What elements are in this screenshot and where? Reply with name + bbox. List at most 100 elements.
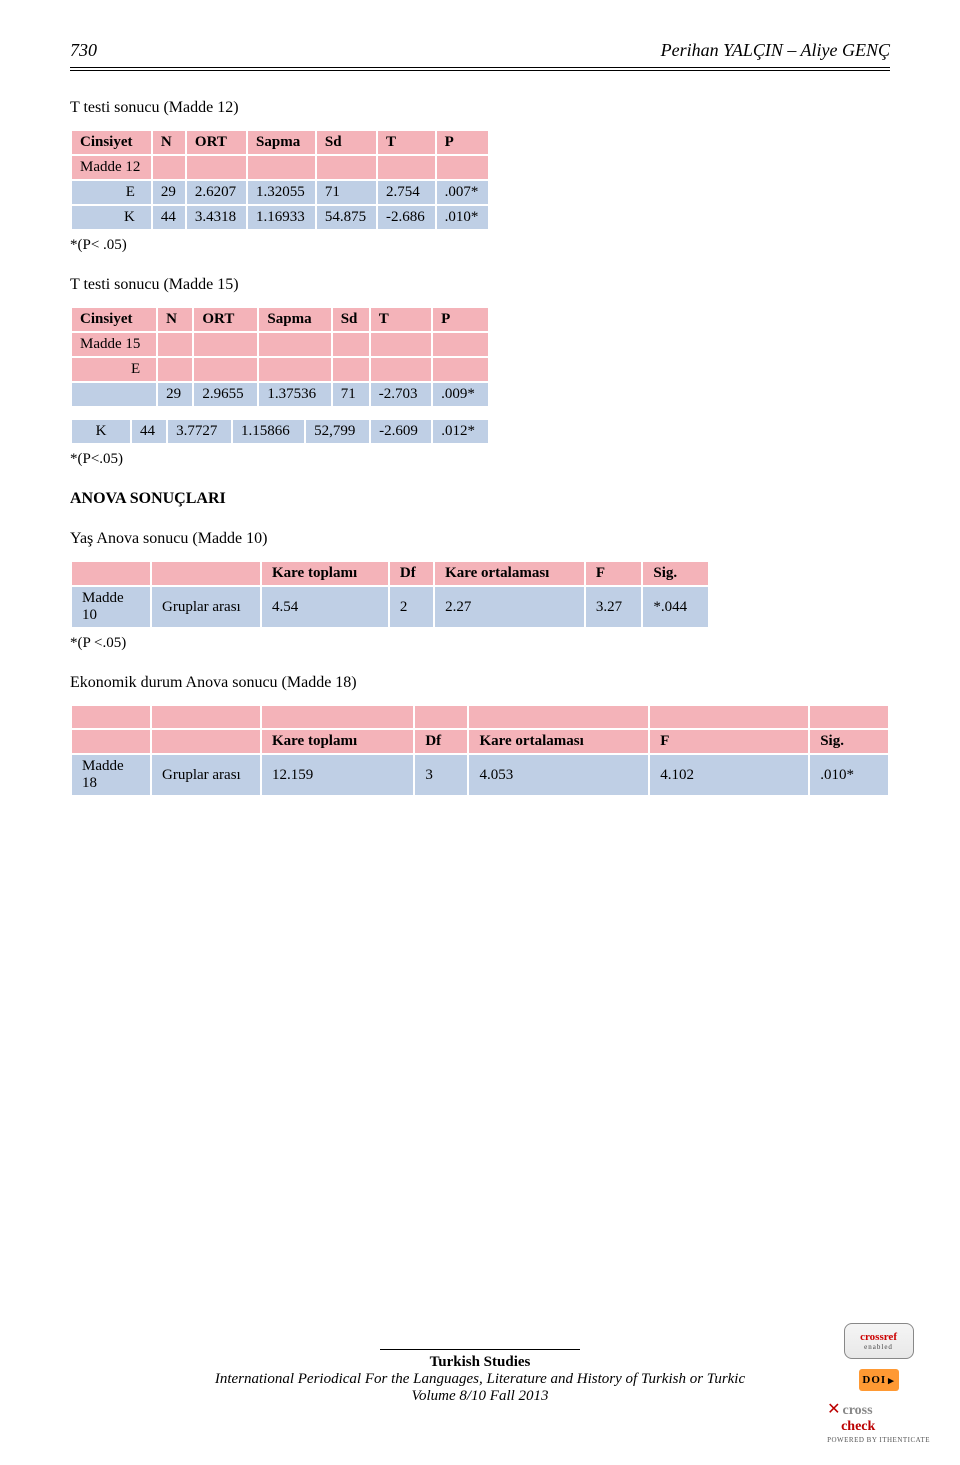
row-k: K 44 3.4318 1.16933 54.875 -2.686 .010*	[71, 205, 489, 230]
spacer-row	[71, 705, 889, 729]
cell: *.044	[642, 586, 709, 628]
row-e: E 29 2.6207 1.32055 71 2.754 .007*	[71, 180, 489, 205]
cell: 54.875	[316, 205, 377, 230]
data-row: Madde 18 Gruplar arası 12.159 3 4.053 4.…	[71, 754, 889, 796]
col-blank	[71, 729, 151, 754]
col-kare-toplami: Kare toplamı	[261, 729, 414, 754]
cell: 1.37536	[258, 382, 331, 407]
cell: 4.102	[649, 754, 809, 796]
col-sig: Sig.	[809, 729, 889, 754]
section1-title: T testi sonucu (Madde 12)	[70, 99, 890, 117]
cell-madde: Madde 18	[71, 754, 151, 796]
col-cinsiyet: Cinsiyet	[71, 307, 157, 332]
cell-madde: Madde 10	[71, 586, 151, 628]
crossref-text: cross	[860, 1331, 884, 1343]
col-df: Df	[414, 729, 468, 754]
cell: -2.686	[377, 205, 436, 230]
cell: 29	[152, 180, 186, 205]
crossref-enabled: enabled	[864, 1343, 893, 1351]
col-f: F	[649, 729, 809, 754]
cell: 12.159	[261, 754, 414, 796]
cell: 44	[152, 205, 186, 230]
cell: 44	[131, 419, 167, 444]
doi-badge: DOI ▸	[859, 1369, 899, 1391]
cell: .012*	[432, 419, 489, 444]
footer-divider	[380, 1349, 580, 1350]
cell: 3	[414, 754, 468, 796]
authors: Perihan YALÇIN – Aliye GENÇ	[661, 40, 890, 61]
cell-rowhead: Madde 12	[71, 155, 152, 180]
cell-rowhead: Madde 15	[71, 332, 157, 357]
cell: 1.15866	[232, 419, 305, 444]
col-blank	[151, 729, 261, 754]
footer-line1: International Periodical For the Languag…	[0, 1371, 960, 1388]
crossref-badge: crossref enabled	[844, 1323, 914, 1359]
table-madde15-k: K 44 3.7727 1.15866 52,799 -2.609 .012*	[70, 418, 490, 445]
col-kare-ort: Kare ortalaması	[468, 729, 649, 754]
cell: 4.053	[468, 754, 649, 796]
col-blank	[151, 561, 261, 586]
table-madde12: Cinsiyet N ORT Sapma Sd T P Madde 12 E 2…	[70, 129, 490, 231]
cell-k-label: K	[71, 419, 131, 444]
cell: 4.54	[261, 586, 389, 628]
col-df: Df	[389, 561, 434, 586]
col-f: F	[585, 561, 643, 586]
col-sd: Sd	[332, 307, 370, 332]
table-header-row: Cinsiyet N ORT Sapma Sd T P	[71, 307, 489, 332]
col-sd: Sd	[316, 130, 377, 155]
table-anova-madde10: Kare toplamı Df Kare ortalaması F Sig. M…	[70, 560, 710, 629]
cell: 3.7727	[167, 419, 232, 444]
cc-check: check	[841, 1419, 875, 1434]
cell: -2.609	[370, 419, 432, 444]
page-header: 730 Perihan YALÇIN – Aliye GENÇ	[70, 40, 890, 61]
col-sig: Sig.	[642, 561, 709, 586]
col-p: P	[436, 130, 489, 155]
cell: 2	[389, 586, 434, 628]
table-anova-madde18: Kare toplamı Df Kare ortalaması F Sig. M…	[70, 704, 890, 797]
cell: .007*	[436, 180, 489, 205]
data-row: Madde 10 Gruplar arası 4.54 2 2.27 3.27 …	[71, 586, 709, 628]
note-p05: *(P<.05)	[70, 451, 890, 468]
cell-k-label: K	[71, 205, 152, 230]
col-ort: ORT	[193, 307, 258, 332]
cell: 2.6207	[186, 180, 247, 205]
cell: 52,799	[305, 419, 370, 444]
cell: 2.754	[377, 180, 436, 205]
cc-sub: POWERED BY ITHENTICATE	[827, 1436, 930, 1444]
col-blank	[71, 561, 151, 586]
note-p05: *(P <.05)	[70, 635, 890, 652]
table-madde15: Cinsiyet N ORT Sapma Sd T P Madde 15 E 2…	[70, 306, 490, 408]
col-ort: ORT	[186, 130, 247, 155]
col-kare-ort: Kare ortalaması	[434, 561, 585, 586]
crosscheck-badge: ✕cross check POWERED BY ITHENTICATE	[827, 1401, 930, 1445]
cell: 3.27	[585, 586, 643, 628]
cell: 2.9655	[193, 382, 258, 407]
cell: 3.4318	[186, 205, 247, 230]
cell-gruplar: Gruplar arası	[151, 754, 261, 796]
col-sapma: Sapma	[247, 130, 316, 155]
col-cinsiyet: Cinsiyet	[71, 130, 152, 155]
cell: .010*	[436, 205, 489, 230]
cc-cross: cross	[843, 1403, 873, 1418]
col-t: T	[370, 307, 432, 332]
col-n: N	[157, 307, 193, 332]
badges: crossref enabled DOI ▸ ✕cross check POWE…	[827, 1323, 930, 1445]
col-p: P	[432, 307, 489, 332]
doi-text: DOI	[862, 1374, 886, 1386]
cell-e-label: E	[71, 180, 152, 205]
row-head: Madde 12	[71, 155, 489, 180]
cell: .009*	[432, 382, 489, 407]
cell-e-label: E	[71, 357, 157, 382]
page: 730 Perihan YALÇIN – Aliye GENÇ T testi …	[0, 0, 960, 1465]
cell-gruplar: Gruplar arası	[151, 586, 261, 628]
header-divider	[70, 67, 890, 71]
col-n: N	[152, 130, 186, 155]
cell: 71	[332, 382, 370, 407]
row-e-label: E	[71, 357, 489, 382]
row-e-data: 29 2.9655 1.37536 71 -2.703 .009*	[71, 382, 489, 407]
col-t: T	[377, 130, 436, 155]
row-head: Madde 15	[71, 332, 489, 357]
cell: -2.703	[370, 382, 432, 407]
footer-line2: Volume 8/10 Fall 2013	[0, 1388, 960, 1405]
cell: .010*	[809, 754, 889, 796]
